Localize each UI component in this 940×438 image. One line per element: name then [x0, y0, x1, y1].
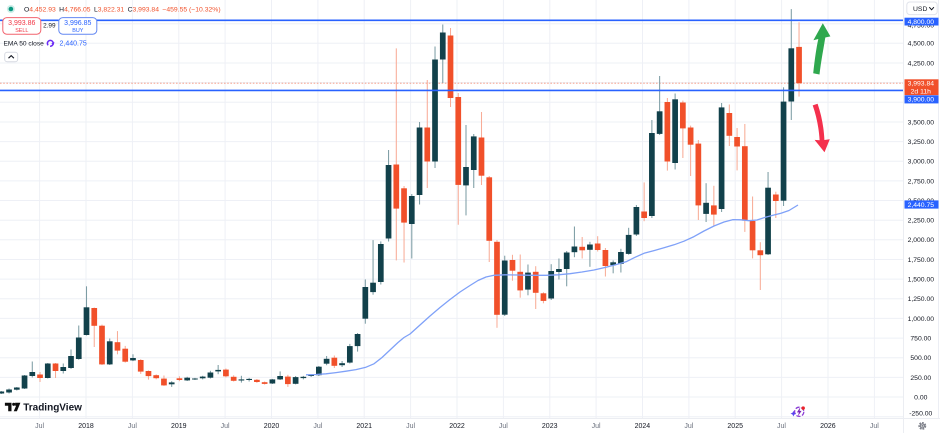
svg-text:Jul: Jul	[592, 423, 601, 430]
svg-text:3,993.86: 3,993.86	[8, 20, 35, 27]
svg-text:Jul: Jul	[35, 423, 44, 430]
svg-text:4,800.00: 4,800.00	[908, 19, 935, 26]
svg-text:BUY: BUY	[72, 28, 83, 34]
svg-text:EMA 50 close: EMA 50 close	[4, 41, 45, 48]
svg-text:4,500.00: 4,500.00	[908, 41, 935, 48]
svg-text:1,750.00: 1,750.00	[908, 257, 935, 264]
svg-text:TradingView: TradingView	[23, 403, 82, 414]
svg-text:2019: 2019	[171, 423, 187, 430]
svg-text:4,250.00: 4,250.00	[908, 60, 935, 67]
svg-text:2024: 2024	[635, 423, 651, 430]
svg-text:1,000.00: 1,000.00	[908, 316, 935, 323]
svg-text:1,250.00: 1,250.00	[908, 296, 935, 303]
svg-text:2023: 2023	[542, 423, 558, 430]
svg-text:250.00: 250.00	[910, 375, 931, 382]
svg-text:Jul: Jul	[684, 423, 693, 430]
svg-text:Jul: Jul	[406, 423, 415, 430]
svg-text:2,440.75: 2,440.75	[60, 41, 87, 48]
svg-text:Jul: Jul	[128, 423, 137, 430]
svg-text:4,750.00: 4,750.00	[908, 22, 935, 29]
svg-text:2,000.00: 2,000.00	[908, 237, 935, 244]
svg-text:Jul: Jul	[870, 423, 879, 430]
svg-text:2022: 2022	[449, 423, 465, 430]
svg-text:3,993.84: 3,993.84	[908, 81, 935, 88]
svg-text:3,900.00: 3,900.00	[908, 97, 935, 104]
svg-text:3,250.00: 3,250.00	[908, 139, 935, 146]
svg-text:-250.00: -250.00	[909, 411, 932, 418]
svg-text:500.00: 500.00	[910, 355, 931, 362]
svg-text:Jul: Jul	[313, 423, 322, 430]
svg-text:3,000.00: 3,000.00	[908, 159, 935, 166]
svg-text:750.00: 750.00	[910, 336, 931, 343]
svg-text:2d 11h: 2d 11h	[911, 88, 932, 95]
svg-text:SELL: SELL	[15, 28, 28, 34]
svg-text:2,440.75: 2,440.75	[908, 202, 935, 209]
svg-text:3,996.85: 3,996.85	[64, 20, 91, 27]
svg-text:2020: 2020	[264, 423, 280, 430]
svg-text:Jul: Jul	[499, 423, 508, 430]
svg-text:1,500.00: 1,500.00	[908, 277, 935, 284]
svg-text:2,750.00: 2,750.00	[908, 178, 935, 185]
svg-text:2.99: 2.99	[43, 23, 56, 30]
svg-text:USD: USD	[913, 6, 927, 13]
svg-text:0.00: 0.00	[914, 394, 927, 401]
svg-text:Jul: Jul	[221, 423, 230, 430]
svg-text:2021: 2021	[356, 423, 372, 430]
svg-text:2018: 2018	[78, 423, 94, 430]
svg-text:Jul: Jul	[777, 423, 786, 430]
svg-text:3,500.00: 3,500.00	[908, 119, 935, 126]
svg-text:2,250.00: 2,250.00	[908, 218, 935, 225]
svg-text:O4,452.93 H4,766.05 L3,822.31: O4,452.93 H4,766.05 L3,822.31 C3,993.84 …	[24, 7, 221, 14]
svg-text:2025: 2025	[727, 423, 743, 430]
svg-text:2026: 2026	[820, 423, 836, 430]
